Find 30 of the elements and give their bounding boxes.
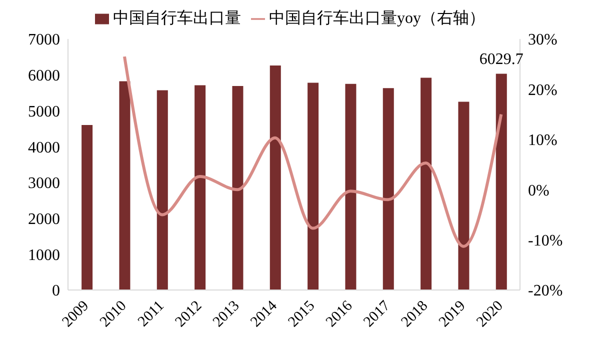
bar (232, 86, 244, 290)
y-tick-label: 7000 (28, 32, 60, 49)
legend-label: 中国自行车出口量yoy（右轴） (269, 10, 485, 27)
y2-tick-label: 0% (528, 182, 550, 200)
bar (420, 78, 432, 290)
y2-tick-label: -20% (528, 282, 563, 300)
bar (345, 84, 356, 290)
y-tick-label: 5000 (28, 103, 60, 120)
bar (119, 81, 130, 290)
y2-tick-label: 30% (528, 32, 558, 49)
bar (156, 90, 168, 290)
x-tick-label: 2011 (135, 298, 168, 330)
bar (308, 82, 319, 290)
y-tick-label: 2000 (28, 210, 60, 228)
bar (458, 102, 470, 290)
bar (496, 74, 507, 290)
legend-label: 中国自行车出口量 (113, 10, 241, 27)
data-label: 6029.7 (479, 50, 524, 68)
y-tick-label: 0 (52, 282, 60, 300)
bar (194, 85, 206, 290)
y2-tick-label: 20% (528, 82, 558, 99)
y-tick-label: 6000 (28, 68, 60, 85)
y-tick-label: 1000 (28, 246, 60, 264)
y2-tick-label: -10% (528, 232, 563, 250)
y-tick-label: 3000 (28, 175, 60, 192)
y2-tick-label: 10% (528, 132, 558, 150)
y-tick-label: 4000 (28, 139, 60, 156)
bar (382, 88, 394, 290)
bar (270, 66, 281, 290)
bar (82, 125, 93, 290)
